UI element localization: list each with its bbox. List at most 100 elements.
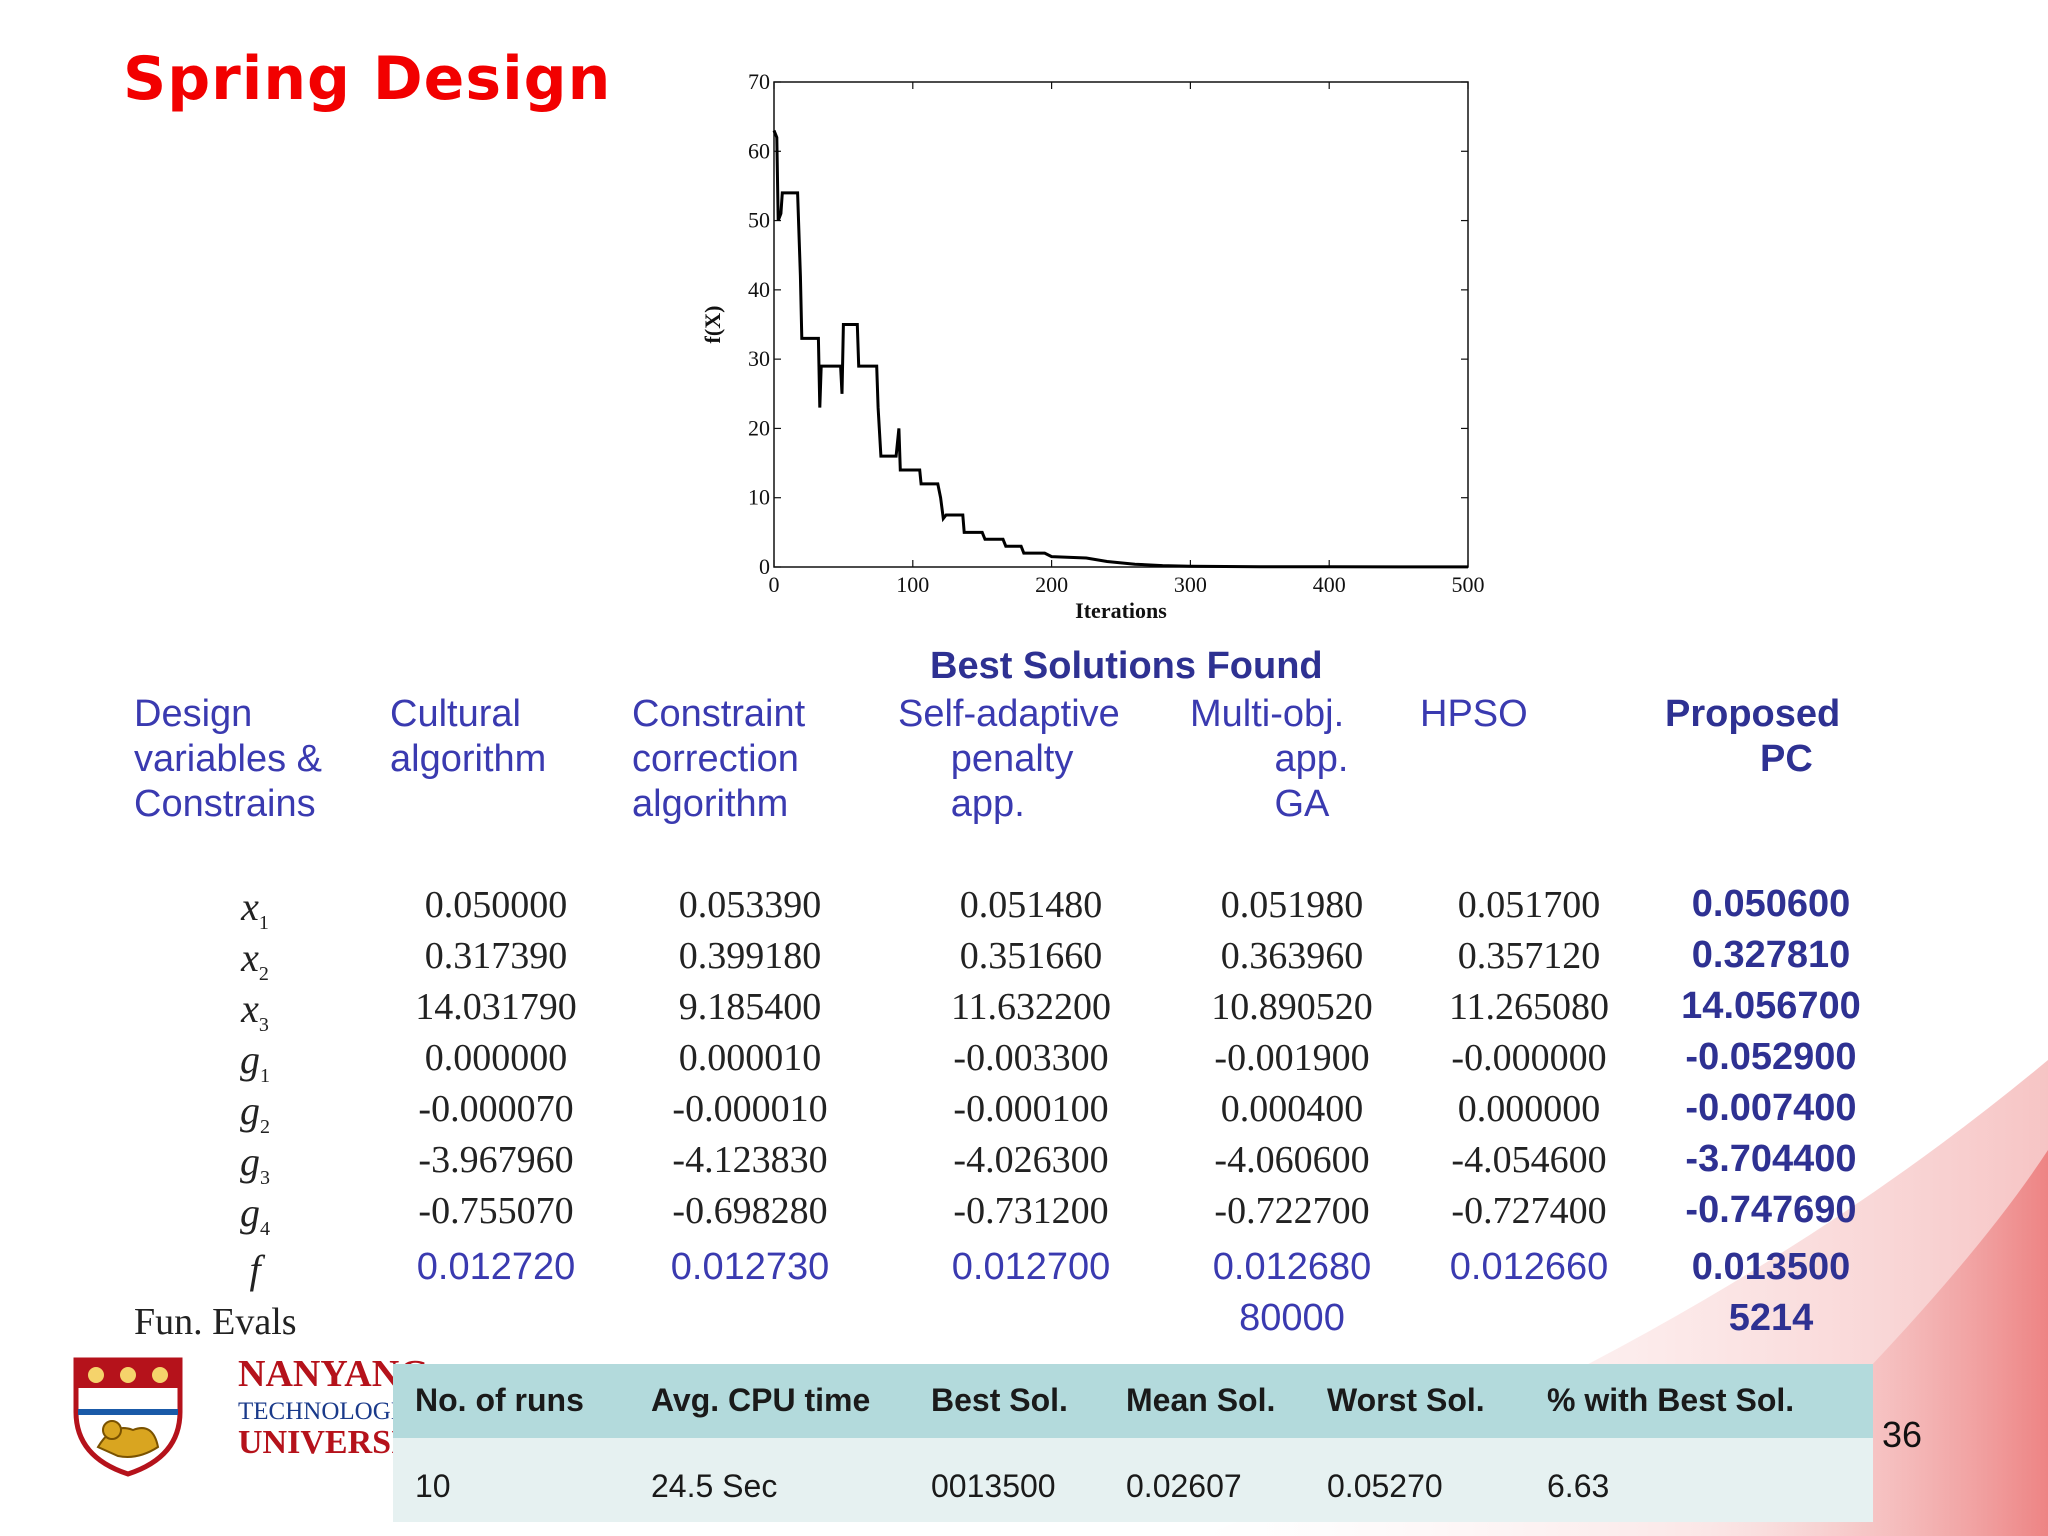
table-cell: 0.012730	[670, 1246, 830, 1288]
stats-value-cell: 0.05270	[1327, 1468, 1443, 1504]
stats-header-cell: Mean Sol.	[1126, 1382, 1276, 1418]
table-cell: 0.050600	[1691, 883, 1851, 925]
table-cell: -0.003300	[953, 1037, 1109, 1079]
table-cell: 11.632200	[950, 986, 1112, 1028]
table-cell: 0.327810	[1691, 934, 1851, 976]
section-title: Best Solutions Found	[930, 645, 1323, 687]
chart-axes	[773, 81, 1469, 568]
row-label-g1: g1	[215, 1036, 295, 1088]
fun-evals-label: Fun. Evals	[134, 1301, 297, 1343]
ntu-logo: NANYANG TECHNOLOGICAL UNIVERSITY	[68, 1352, 452, 1492]
table-cell: 14.031790	[415, 986, 577, 1028]
column-header-5: HPSO	[1420, 693, 1528, 735]
y-tick-label: 0	[759, 554, 770, 579]
y-tick-label: 60	[748, 138, 770, 163]
row-label-var: g	[240, 1037, 260, 1082]
stats-header-cell: % with Best Sol.	[1547, 1382, 1795, 1418]
table-cell: -0.747690	[1685, 1189, 1857, 1231]
stats-header-cell: No. of runs	[415, 1382, 584, 1418]
row-label-var: g	[240, 1088, 260, 1133]
table-cell: -0.722700	[1214, 1190, 1370, 1232]
row-label-var: g	[240, 1190, 260, 1235]
table-cell: 0.363960	[1220, 935, 1364, 977]
row-label-sub: 3	[258, 1014, 269, 1036]
table-cell: -0.000070	[418, 1088, 574, 1130]
y-tick-label: 50	[748, 208, 770, 233]
row-label-var: f	[249, 1247, 261, 1292]
column-header-3: Self-adaptive penalty app.	[898, 693, 1120, 825]
column-header-2: Constraint correction algorithm	[632, 693, 806, 825]
y-tick-label: 10	[748, 485, 770, 510]
table-cell: 0.050000	[424, 884, 568, 926]
table-cell: 10.890520	[1211, 986, 1373, 1028]
table-cell: 0.051480	[959, 884, 1103, 926]
table-cell: -0.001900	[1214, 1037, 1370, 1079]
column-header-4: Multi-obj. app. GA	[1190, 693, 1349, 825]
table-cell: 0.357120	[1457, 935, 1601, 977]
table-cell: 14.056700	[1681, 985, 1861, 1027]
row-label-g4: g4	[215, 1189, 295, 1241]
table-cell: 0.000010	[678, 1037, 822, 1079]
table-cell: -4.123830	[672, 1139, 828, 1181]
row-label-sub: 1	[258, 912, 269, 934]
table-cell: -0.000100	[953, 1088, 1109, 1130]
column-header-6: Proposed PC	[1665, 693, 1841, 780]
x-tick-label: 500	[1452, 572, 1485, 597]
x-tick-label: 200	[1035, 572, 1068, 597]
table-cell: -4.054600	[1451, 1139, 1607, 1181]
table-cell: 0.012720	[416, 1246, 576, 1288]
table-cell: 9.185400	[678, 986, 822, 1028]
x-tick-label: 400	[1313, 572, 1346, 597]
row-label-var: g	[240, 1139, 260, 1184]
table-cell: 0.351660	[959, 935, 1103, 977]
table-cell: 0.000000	[424, 1037, 568, 1079]
table-cell: -0.731200	[953, 1190, 1109, 1232]
table-cell: -0.000010	[672, 1088, 828, 1130]
y-tick-label: 70	[748, 69, 770, 94]
y-axis-label: f(X)	[700, 306, 725, 344]
table-cell: 0.051980	[1220, 884, 1364, 926]
x-tick-label: 300	[1174, 572, 1207, 597]
row-label-f: f	[215, 1246, 295, 1293]
table-cell: -3.704400	[1685, 1138, 1857, 1180]
table-cell: 11.265080	[1448, 986, 1610, 1028]
x-tick-label: 100	[896, 572, 929, 597]
table-cell: -0.727400	[1451, 1190, 1607, 1232]
stats-header-cell: Avg. CPU time	[651, 1382, 871, 1418]
table-cell: -0.755070	[418, 1190, 574, 1232]
table-cell: -4.060600	[1214, 1139, 1370, 1181]
x-tick-label: 0	[769, 572, 780, 597]
table-cell: -4.026300	[953, 1139, 1109, 1181]
table-cell: 0.051700	[1457, 884, 1601, 926]
y-tick-label: 20	[748, 415, 770, 440]
table-cell: 0.012680	[1212, 1246, 1372, 1288]
table-cell: 0.012700	[951, 1246, 1111, 1288]
stats-value-row: 10 24.5 Sec 0013500 0.02607 0.05270 6.63	[393, 1438, 1873, 1522]
table-cell: 0.000000	[1457, 1088, 1601, 1130]
chart-labels: 0 100 200 300 400 500 0 10 20 30 40 50 60 70 Iteration…	[700, 69, 1485, 623]
chart-series	[772, 129, 1469, 569]
fun-evals-cell: 5214	[1728, 1297, 1814, 1339]
table-cell: -0.007400	[1685, 1087, 1857, 1129]
stats-value-cell: 0013500	[931, 1468, 1056, 1504]
row-label-var: x	[241, 935, 259, 980]
row-label-x2: x2	[215, 934, 295, 986]
fun-evals-cell: 80000	[1239, 1297, 1345, 1339]
row-label-x3: x3	[215, 985, 295, 1037]
table-cell: 0.000400	[1220, 1088, 1364, 1130]
row-label-g2: g2	[215, 1087, 295, 1139]
stats-table: No. of runs Avg. CPU time Best Sol. Mean So…	[393, 1364, 1873, 1522]
series-line-1	[772, 129, 1469, 569]
stats-value-cell: 10	[415, 1468, 451, 1504]
stats-header-row: No. of runs Avg. CPU time Best Sol. Mean So…	[393, 1364, 1873, 1438]
convergence-chart: 0 100 200 300 400 500 0 10 20 30 40 50 60 70 Iteration…	[700, 69, 1485, 623]
table-cell: 0.012660	[1449, 1246, 1609, 1288]
table-cell: 0.399180	[678, 935, 822, 977]
stats-header-cell: Worst Sol.	[1327, 1382, 1485, 1418]
slide-title: Spring Design	[123, 44, 612, 114]
table-cell: -0.698280	[672, 1190, 828, 1232]
row-label-x1: x1	[215, 883, 295, 935]
table-cell: 0.053390	[678, 884, 822, 926]
y-tick-label: 40	[748, 277, 770, 302]
design-variables-header: Design variables & Constrains	[134, 693, 322, 825]
